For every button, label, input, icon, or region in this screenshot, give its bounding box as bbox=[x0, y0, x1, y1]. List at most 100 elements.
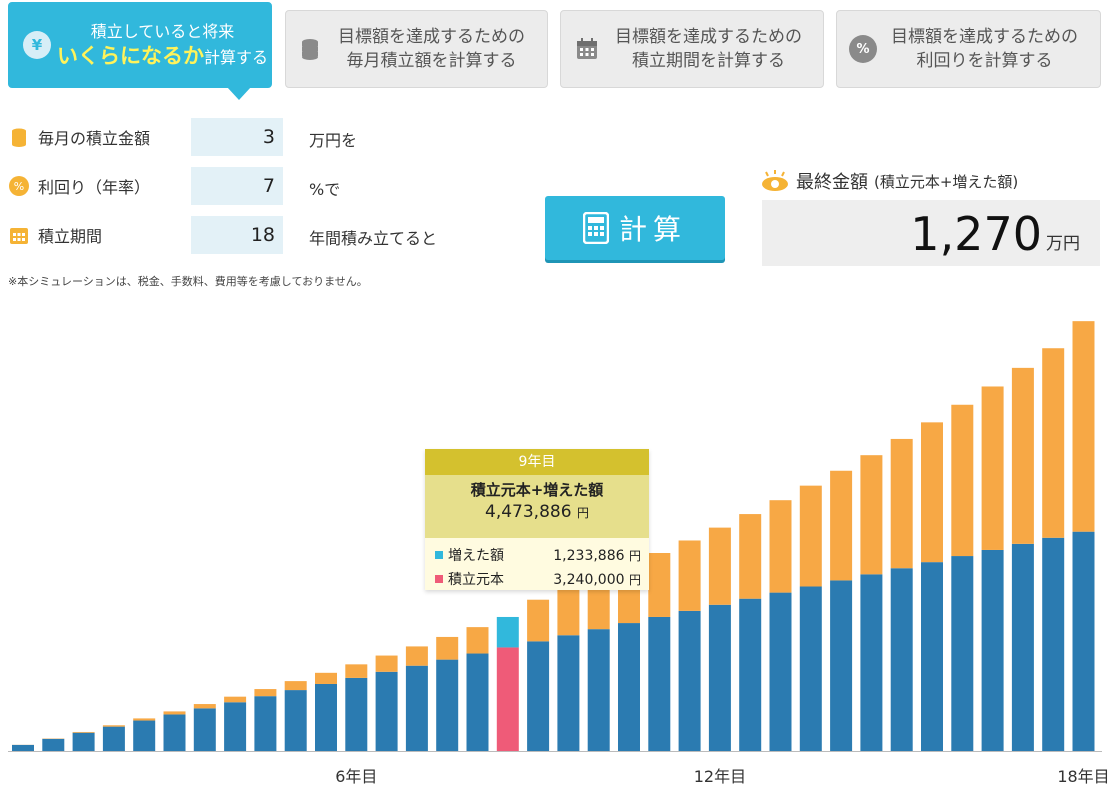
bar-gain[interactable] bbox=[678, 540, 701, 611]
bar-gain[interactable] bbox=[1042, 348, 1065, 538]
bar-principal[interactable] bbox=[345, 677, 368, 751]
bar-gain[interactable] bbox=[648, 553, 671, 617]
rate-label: 利回り（年率） bbox=[38, 178, 151, 197]
bar-principal[interactable] bbox=[1042, 537, 1065, 751]
bar-principal[interactable] bbox=[375, 671, 398, 751]
monthly-amount-input[interactable] bbox=[191, 118, 283, 156]
period-input[interactable] bbox=[191, 216, 283, 254]
tooltip-principal-amount: 3,240,000 bbox=[553, 571, 625, 588]
bar-gain[interactable] bbox=[345, 664, 368, 678]
bar-principal[interactable] bbox=[1011, 543, 1034, 751]
bar-principal[interactable] bbox=[102, 726, 125, 751]
bar-gain[interactable] bbox=[436, 636, 459, 660]
bar-gain[interactable] bbox=[133, 718, 156, 721]
tab-monthly-line2: 毎月積立額を計算する bbox=[346, 51, 517, 71]
tooltip-row-principal: 積立元本 3,240,000 円 bbox=[435, 567, 641, 591]
bar-gain[interactable] bbox=[1072, 321, 1095, 532]
bar-principal[interactable] bbox=[557, 635, 580, 751]
bar-principal[interactable] bbox=[678, 610, 701, 751]
x-tick-label: 12年目 bbox=[694, 767, 746, 786]
bar-principal[interactable] bbox=[436, 659, 459, 751]
bar-principal[interactable] bbox=[224, 702, 247, 751]
calculate-button[interactable]: 計算 bbox=[545, 196, 725, 260]
bar-principal[interactable] bbox=[133, 720, 156, 751]
bar-principal[interactable] bbox=[708, 604, 731, 751]
tab-monthly-amount[interactable]: 目標額を達成するための 毎月積立額を計算する bbox=[285, 10, 548, 88]
bar-gain[interactable] bbox=[254, 689, 277, 697]
bar-principal[interactable] bbox=[284, 690, 307, 751]
bar-principal[interactable] bbox=[830, 580, 853, 751]
coin-stack-icon bbox=[296, 35, 324, 63]
bar-gain[interactable] bbox=[284, 681, 307, 691]
bar-principal[interactable] bbox=[254, 696, 277, 751]
tab-rate[interactable]: % 目標額を達成するための 利回りを計算する bbox=[836, 10, 1101, 88]
bar-gain[interactable] bbox=[557, 588, 580, 636]
bar-gain[interactable] bbox=[224, 696, 247, 703]
bar-principal[interactable] bbox=[739, 598, 762, 751]
bar-gain[interactable] bbox=[799, 485, 822, 587]
tooltip-total-unit: 円 bbox=[576, 506, 589, 520]
bar-principal[interactable] bbox=[315, 683, 337, 751]
bar-gain[interactable] bbox=[830, 470, 853, 581]
rate-input[interactable] bbox=[191, 167, 283, 205]
tab-period[interactable]: 目標額を達成するための 積立期間を計算する bbox=[560, 10, 824, 88]
bar-gain[interactable] bbox=[496, 616, 519, 648]
bar-gain[interactable] bbox=[769, 500, 792, 593]
bar-gain[interactable] bbox=[981, 386, 1004, 550]
bar-principal[interactable] bbox=[921, 562, 943, 751]
bar-gain[interactable] bbox=[708, 527, 731, 605]
bar-principal[interactable] bbox=[951, 556, 974, 751]
tooltip-row-gain: 増えた額 1,233,886 円 bbox=[435, 543, 641, 567]
bar-principal[interactable] bbox=[981, 549, 1004, 751]
tooltip-total-value: 4,473,886 bbox=[485, 502, 572, 522]
bar-gain[interactable] bbox=[921, 422, 943, 563]
bar-gain[interactable] bbox=[587, 577, 610, 630]
bar-gain[interactable] bbox=[951, 404, 974, 557]
bar-gain[interactable] bbox=[193, 704, 216, 709]
bar-principal[interactable] bbox=[618, 623, 640, 751]
bar-gain[interactable] bbox=[860, 455, 883, 575]
bar-gain[interactable] bbox=[315, 672, 337, 684]
tooltip-rows: 増えた額 1,233,886 円 積立元本 3,240,000 円 bbox=[425, 538, 649, 591]
bar-principal[interactable] bbox=[799, 586, 822, 751]
bar-principal[interactable] bbox=[587, 629, 610, 751]
bar-principal[interactable] bbox=[1072, 531, 1095, 751]
tab-monthly-line1: 目標額を達成するための bbox=[338, 27, 525, 47]
bar-gain[interactable] bbox=[890, 438, 913, 569]
bar-gain[interactable] bbox=[72, 731, 95, 733]
bar-principal[interactable] bbox=[860, 574, 883, 751]
bar-principal[interactable] bbox=[163, 714, 186, 751]
x-tick-label: 6年目 bbox=[335, 767, 377, 786]
calendar-icon bbox=[10, 228, 28, 244]
bar-principal[interactable] bbox=[648, 616, 671, 751]
savings-bar-chart: 6年目 12年目 18年目 bbox=[8, 321, 1110, 786]
tab-future-value[interactable]: ¥ 積立していると将来 いくらになるか計算する bbox=[8, 2, 272, 100]
tooltip-gain-swatch bbox=[435, 551, 443, 559]
monthly-amount-row: 毎月の積立金額 万円を bbox=[8, 118, 508, 156]
bar-principal[interactable] bbox=[769, 592, 792, 751]
disclaimer-note: ※本シミュレーションは、税金、手数料、費用等を考慮しておりません。 bbox=[8, 275, 368, 288]
coin-stack-icon bbox=[12, 128, 26, 147]
bar-gain[interactable] bbox=[1011, 367, 1034, 544]
bar-principal[interactable] bbox=[12, 744, 34, 751]
percent-icon: % bbox=[849, 35, 877, 63]
bar-principal[interactable] bbox=[466, 653, 489, 751]
tab-rate-line2: 利回りを計算する bbox=[916, 51, 1053, 71]
bar-principal[interactable] bbox=[496, 647, 519, 751]
result-title-main: 最終金額 bbox=[796, 172, 868, 193]
bar-principal[interactable] bbox=[890, 568, 913, 751]
bar-principal[interactable] bbox=[193, 708, 216, 751]
tooltip-principal-value: 3,240,000 円 bbox=[538, 571, 641, 588]
bar-principal[interactable] bbox=[42, 738, 65, 751]
bar-gain[interactable] bbox=[375, 655, 398, 672]
bar-gain[interactable] bbox=[102, 725, 125, 727]
bar-gain[interactable] bbox=[527, 599, 550, 642]
bar-principal[interactable] bbox=[405, 665, 428, 751]
bar-gain[interactable] bbox=[466, 627, 489, 654]
bar-gain[interactable] bbox=[163, 711, 186, 715]
bar-gain[interactable] bbox=[739, 514, 762, 599]
bar-principal[interactable] bbox=[527, 641, 550, 751]
bar-principal[interactable] bbox=[72, 732, 95, 751]
bar-gain[interactable] bbox=[405, 646, 428, 666]
chart-tooltip: 9年目 積立元本+増えた額 4,473,886 円 増えた額 1,233,886… bbox=[425, 449, 649, 590]
